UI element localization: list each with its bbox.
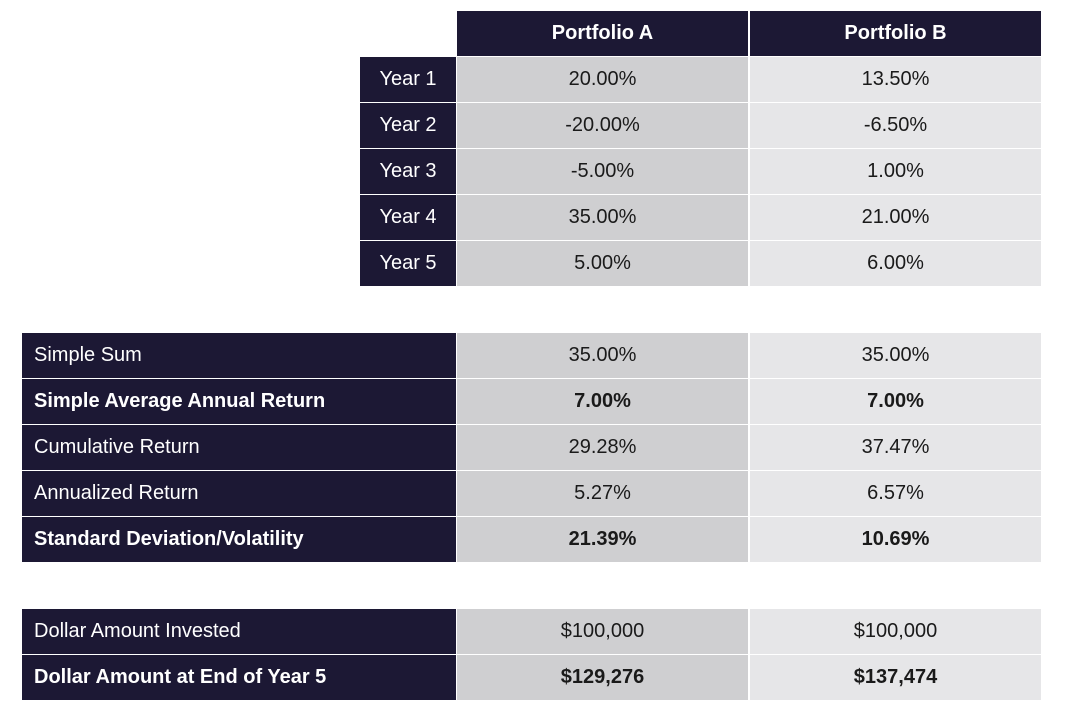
year-1-label: Year 1: [360, 57, 456, 102]
cumulative-return-portfolio-a: 29.28%: [457, 425, 748, 470]
year-1-portfolio-a: 20.00%: [457, 57, 748, 102]
annualized-return-portfolio-a: 5.27%: [457, 471, 748, 516]
year-2-portfolio-b: -6.50%: [750, 103, 1041, 148]
year-3-portfolio-b: 1.00%: [750, 149, 1041, 194]
year-1-portfolio-b: 13.50%: [750, 57, 1041, 102]
simple-sum-label: Simple Sum: [22, 333, 456, 378]
cumulative-return-label: Cumulative Return: [22, 425, 456, 470]
simple-average-annual-return-label: Simple Average Annual Return: [22, 379, 456, 424]
dollar-amount-end-year-5-portfolio-a: $129,276: [457, 655, 748, 700]
annualized-return-label: Annualized Return: [22, 471, 456, 516]
year-3-portfolio-a: -5.00%: [457, 149, 748, 194]
dollar-amount-invested-portfolio-a: $100,000: [457, 609, 748, 654]
standard-deviation-portfolio-a: 21.39%: [457, 517, 748, 562]
standard-deviation-label: Standard Deviation/Volatility: [22, 517, 456, 562]
dollar-amount-end-year-5-label: Dollar Amount at End of Year 5: [22, 655, 456, 700]
cumulative-return-portfolio-b: 37.47%: [750, 425, 1041, 470]
year-4-portfolio-a: 35.00%: [457, 195, 748, 240]
year-5-label: Year 5: [360, 241, 456, 286]
standard-deviation-portfolio-b: 10.69%: [750, 517, 1041, 562]
year-5-portfolio-a: 5.00%: [457, 241, 748, 286]
dollar-amount-invested-portfolio-b: $100,000: [750, 609, 1041, 654]
year-2-label: Year 2: [360, 103, 456, 148]
dollar-amount-end-year-5-portfolio-b: $137,474: [750, 655, 1041, 700]
header-portfolio-b: Portfolio B: [750, 11, 1041, 56]
year-4-label: Year 4: [360, 195, 456, 240]
year-2-portfolio-a: -20.00%: [457, 103, 748, 148]
annualized-return-portfolio-b: 6.57%: [750, 471, 1041, 516]
year-5-portfolio-b: 6.00%: [750, 241, 1041, 286]
dollar-amount-invested-label: Dollar Amount Invested: [22, 609, 456, 654]
simple-sum-portfolio-a: 35.00%: [457, 333, 748, 378]
simple-average-annual-return-portfolio-b: 7.00%: [750, 379, 1041, 424]
simple-average-annual-return-portfolio-a: 7.00%: [457, 379, 748, 424]
year-3-label: Year 3: [360, 149, 456, 194]
header-portfolio-a: Portfolio A: [457, 11, 748, 56]
year-4-portfolio-b: 21.00%: [750, 195, 1041, 240]
simple-sum-portfolio-b: 35.00%: [750, 333, 1041, 378]
